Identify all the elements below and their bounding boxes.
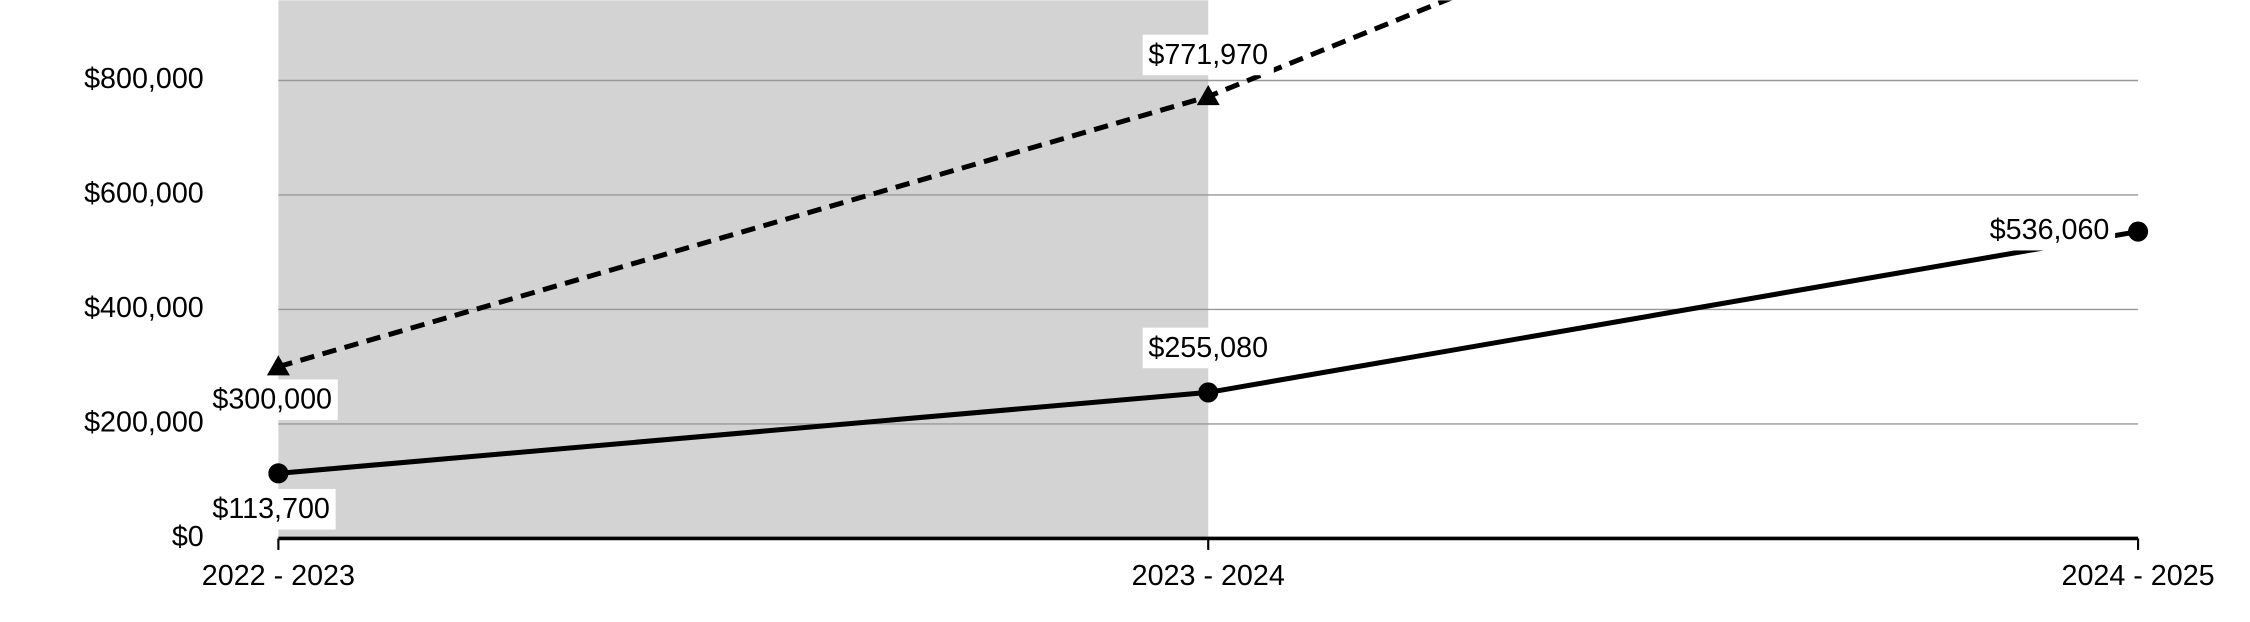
y-tick-label: $400,000 (84, 292, 204, 324)
value-label: $113,700 (212, 493, 330, 525)
value-label: $300,000 (212, 384, 332, 416)
value-label-bg (1983, 209, 2116, 251)
value-label: $771,970 (1148, 39, 1268, 71)
point-marker (268, 463, 289, 484)
value-label: $536,060 (1990, 214, 2110, 246)
y-tick-label: $600,000 (84, 178, 204, 210)
value-label-bg (206, 379, 338, 421)
value-label-bg (1142, 327, 1274, 369)
x-tick-label: 2023 - 2024 (1132, 560, 1285, 592)
point-marker (266, 355, 290, 376)
point-marker (1196, 85, 1220, 106)
x-tick-label: 2024 - 2025 (2062, 560, 2215, 592)
point-marker (2128, 221, 2149, 242)
y-tick-label: $800,000 (84, 63, 204, 95)
value-label-bg (1142, 34, 1274, 76)
y-tick-label: $0 (172, 521, 204, 553)
x-tick-label: 2022 - 2023 (202, 560, 355, 592)
shaded-region (278, 0, 1209, 539)
y-tick-label: $200,000 (84, 407, 204, 439)
point-marker (1198, 382, 1219, 403)
plot-area (266, 0, 2149, 484)
value-label-bg (206, 488, 336, 530)
value-label: $255,080 (1148, 332, 1268, 364)
